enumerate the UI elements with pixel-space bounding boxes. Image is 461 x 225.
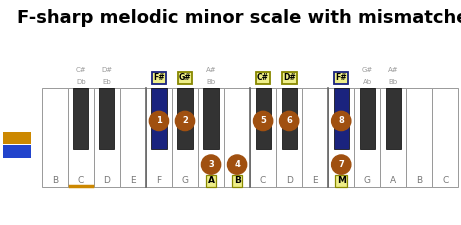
Text: G#: G# (361, 68, 373, 73)
Text: D: D (286, 176, 293, 185)
Text: 6: 6 (286, 117, 292, 126)
Text: D#: D# (283, 73, 296, 82)
Bar (68, 88, 94, 187)
Text: C: C (442, 176, 449, 185)
Text: 8: 8 (338, 117, 344, 126)
Text: G: G (182, 176, 189, 185)
Bar (334, 88, 349, 149)
Bar (360, 88, 375, 149)
Bar (406, 88, 432, 187)
Circle shape (331, 155, 351, 174)
Text: E: E (313, 176, 318, 185)
Bar (42, 88, 68, 187)
Bar (328, 88, 354, 187)
Text: Bb: Bb (389, 79, 398, 85)
Circle shape (331, 111, 351, 130)
Text: Eb: Eb (102, 79, 111, 85)
Text: Ab: Ab (363, 79, 372, 85)
Text: F#: F# (336, 73, 347, 82)
Text: A: A (207, 176, 214, 185)
Bar (120, 88, 146, 187)
Text: 5: 5 (260, 117, 266, 126)
Circle shape (254, 111, 273, 130)
Text: M: M (337, 176, 346, 185)
Text: 2: 2 (182, 117, 188, 126)
Text: B: B (416, 176, 422, 185)
Bar (432, 88, 458, 187)
Bar (354, 88, 380, 187)
Text: C#: C# (76, 68, 86, 73)
Bar (203, 88, 219, 149)
Circle shape (227, 155, 247, 174)
Bar (276, 88, 302, 187)
Text: G: G (364, 176, 371, 185)
Text: 4: 4 (234, 160, 240, 169)
Text: A#: A# (206, 68, 216, 73)
Text: C: C (78, 176, 84, 185)
Bar (172, 88, 198, 187)
Text: basicmusictheory.com: basicmusictheory.com (15, 81, 20, 135)
Bar (151, 88, 166, 149)
Text: C#: C# (257, 73, 269, 82)
Text: B: B (52, 176, 58, 185)
Text: 1: 1 (156, 117, 162, 126)
Bar (302, 88, 328, 187)
Bar (94, 88, 120, 187)
Bar (177, 88, 193, 149)
Bar (282, 88, 297, 149)
Text: D: D (103, 176, 110, 185)
Bar (255, 88, 271, 149)
Bar (99, 88, 114, 149)
Text: C: C (260, 176, 266, 185)
Circle shape (149, 111, 169, 130)
Text: Bb: Bb (207, 79, 216, 85)
Text: F: F (156, 176, 161, 185)
Text: F#: F# (153, 73, 165, 82)
Text: G#: G# (179, 73, 191, 82)
Circle shape (175, 111, 195, 130)
Text: F-sharp melodic minor scale with mismatches: F-sharp melodic minor scale with mismatc… (17, 9, 461, 27)
Text: 3: 3 (208, 160, 214, 169)
Text: 7: 7 (338, 160, 344, 169)
Text: D#: D# (101, 68, 112, 73)
Bar (4, 145, 31, 158)
Text: A: A (390, 176, 396, 185)
Text: A#: A# (388, 68, 399, 73)
Bar (386, 88, 401, 149)
Text: Db: Db (76, 79, 86, 85)
Text: B: B (234, 176, 241, 185)
Bar (224, 88, 250, 187)
Bar (380, 88, 406, 187)
Bar (250, 88, 276, 187)
Text: E: E (130, 176, 136, 185)
Bar (73, 88, 89, 149)
Circle shape (279, 111, 299, 130)
Circle shape (201, 155, 221, 174)
Bar (146, 88, 172, 187)
Bar (198, 88, 224, 187)
Bar (4, 132, 31, 144)
